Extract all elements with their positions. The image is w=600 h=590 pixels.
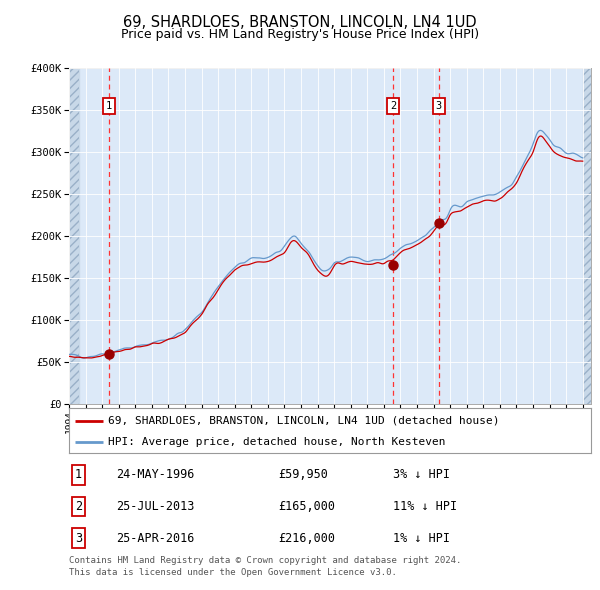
Text: 3: 3	[436, 101, 442, 111]
Text: 25-JUL-2013: 25-JUL-2013	[116, 500, 194, 513]
Text: 1: 1	[106, 101, 112, 111]
Text: 25-APR-2016: 25-APR-2016	[116, 532, 194, 545]
Text: £216,000: £216,000	[278, 532, 335, 545]
Bar	[583, 68, 591, 404]
Text: This data is licensed under the Open Government Licence v3.0.: This data is licensed under the Open Gov…	[69, 568, 397, 576]
Text: 3% ↓ HPI: 3% ↓ HPI	[392, 468, 449, 481]
Text: £165,000: £165,000	[278, 500, 335, 513]
Text: 69, SHARDLOES, BRANSTON, LINCOLN, LN4 1UD (detached house): 69, SHARDLOES, BRANSTON, LINCOLN, LN4 1U…	[108, 416, 500, 426]
Text: 1: 1	[75, 468, 82, 481]
Text: 11% ↓ HPI: 11% ↓ HPI	[392, 500, 457, 513]
Text: 2: 2	[390, 101, 396, 111]
Text: Contains HM Land Registry data © Crown copyright and database right 2024.: Contains HM Land Registry data © Crown c…	[69, 556, 461, 565]
Text: 24-MAY-1996: 24-MAY-1996	[116, 468, 194, 481]
Text: 1% ↓ HPI: 1% ↓ HPI	[392, 532, 449, 545]
Bar	[69, 68, 79, 404]
Text: 2: 2	[75, 500, 82, 513]
Text: 3: 3	[75, 532, 82, 545]
Bar	[583, 68, 591, 404]
Bar	[69, 68, 79, 404]
Text: 69, SHARDLOES, BRANSTON, LINCOLN, LN4 1UD: 69, SHARDLOES, BRANSTON, LINCOLN, LN4 1U…	[123, 15, 477, 30]
Text: Price paid vs. HM Land Registry's House Price Index (HPI): Price paid vs. HM Land Registry's House …	[121, 28, 479, 41]
Text: £59,950: £59,950	[278, 468, 328, 481]
Text: HPI: Average price, detached house, North Kesteven: HPI: Average price, detached house, Nort…	[108, 437, 446, 447]
